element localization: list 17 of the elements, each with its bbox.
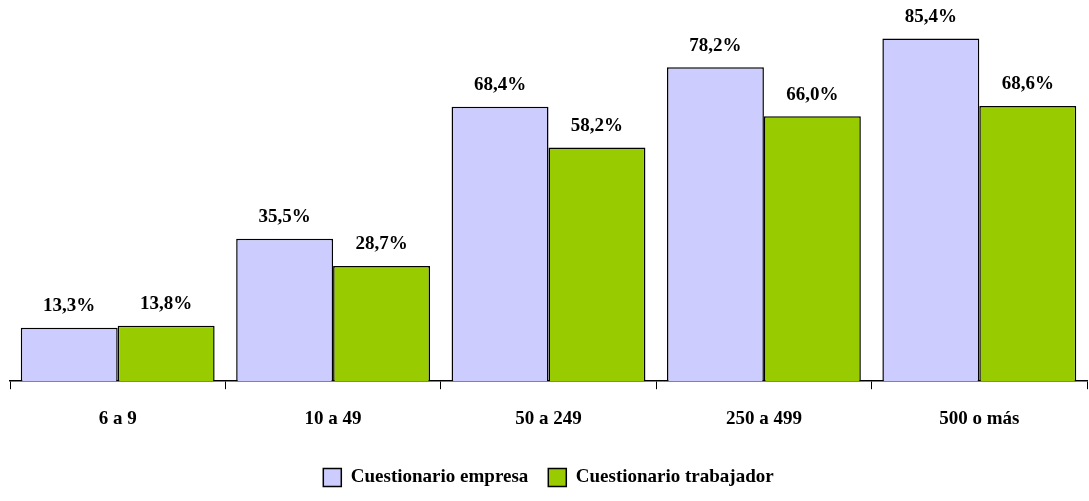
x-tick-label: 50 a 249 xyxy=(515,406,582,428)
data-label: 13,8% xyxy=(140,292,193,314)
data-label: 85,4% xyxy=(904,4,957,26)
x-tick-label: 10 a 49 xyxy=(304,406,362,428)
data-label: 13,3% xyxy=(43,294,96,316)
data-label: 58,2% xyxy=(570,114,624,136)
legend-label: Cuestionario empresa xyxy=(350,465,529,487)
x-tick-label: 500 o más xyxy=(939,406,1020,428)
data-label: 35,5% xyxy=(258,205,311,227)
data-label: 68,6% xyxy=(1001,72,1054,94)
data-label: 28,7% xyxy=(355,232,408,254)
x-tick-label: 6 a 9 xyxy=(98,406,137,428)
data-label: 66,0% xyxy=(786,82,839,104)
data-label: 68,4% xyxy=(473,73,527,95)
x-tick-label: 250 a 499 xyxy=(725,406,802,428)
legend-label: Cuestionario trabajador xyxy=(575,465,775,487)
data-label: 78,2% xyxy=(689,33,742,55)
